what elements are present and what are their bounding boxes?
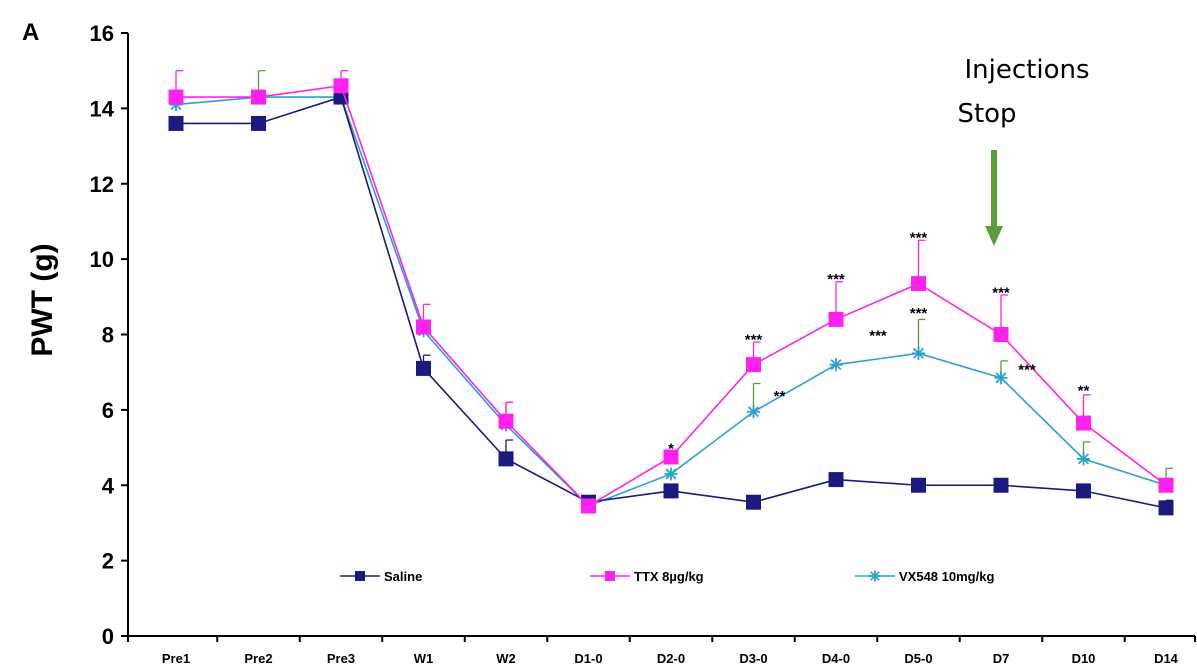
series-saline <box>168 89 1174 516</box>
marker-stroke <box>1077 453 1090 465</box>
panel-label: A <box>22 19 39 46</box>
marker-stroke <box>995 372 1007 384</box>
data-point <box>746 494 761 510</box>
marker-stroke <box>870 571 880 581</box>
significance-marker: *** <box>745 331 763 348</box>
data-point <box>1076 415 1091 431</box>
marker-stroke <box>665 468 677 480</box>
significance-layer: ************************** <box>668 230 1089 458</box>
data-point <box>333 78 349 94</box>
y-axis-title: PWT (g) <box>26 243 59 356</box>
data-point <box>747 405 760 419</box>
legend: Saline TTX 8µg/kg VX548 10mg/kg <box>340 569 994 584</box>
data-point <box>993 327 1009 342</box>
data-point <box>1158 477 1174 493</box>
data-point <box>746 357 761 373</box>
data-point <box>168 115 184 131</box>
data-point <box>1158 500 1174 516</box>
data-point <box>581 498 596 514</box>
significance-marker: *** <box>1018 362 1036 379</box>
legend-item: VX548 10mg/kg <box>855 569 994 584</box>
y-tick-label: 10 <box>90 247 114 272</box>
significance-marker: *** <box>910 230 928 247</box>
y-tick-label: 16 <box>90 21 114 46</box>
annotation-line-2: Stop <box>957 99 1016 129</box>
data-point <box>911 477 926 493</box>
data-point <box>416 360 431 376</box>
data-point <box>1077 452 1090 466</box>
marker-stroke <box>747 406 760 418</box>
x-tick-label: D2-0 <box>657 651 685 666</box>
data-point <box>416 319 431 335</box>
x-tick-label: D7 <box>993 651 1010 666</box>
data-point <box>912 346 925 360</box>
x-tick-label: D14 <box>1154 651 1179 666</box>
significance-marker: *** <box>869 328 887 345</box>
series-ttx <box>168 70 1174 514</box>
data-point <box>911 276 926 292</box>
y-tick-label: 4 <box>102 473 115 498</box>
data-point <box>605 571 615 581</box>
legend-label: Saline <box>384 569 422 584</box>
data-point <box>993 477 1009 493</box>
legend-label: TTX 8µg/kg <box>634 569 704 584</box>
axes: 0 2 4 6 8 10 12 14 16 Pre1 Pre2 Pre3 W1 W2 D1-0 D2-0 D3-… <box>90 21 1196 666</box>
data-point <box>828 311 844 327</box>
x-tick-label: D4-0 <box>822 651 850 666</box>
legend-item: Saline <box>340 569 422 584</box>
data-point <box>829 358 843 372</box>
arrow-head <box>985 226 1003 246</box>
data-point <box>663 449 679 465</box>
data-point <box>663 483 679 499</box>
y-tick-label: 14 <box>90 96 115 121</box>
x-tick-label: D3-0 <box>739 651 767 666</box>
significance-marker: ** <box>1078 382 1090 399</box>
significance-marker: *** <box>910 305 928 322</box>
x-tick-label: Pre2 <box>244 651 272 666</box>
data-point <box>355 571 365 581</box>
data-point <box>664 467 678 481</box>
injections-stop-annotation: Injections Stop <box>957 55 1090 246</box>
x-tick-label: W2 <box>496 651 516 666</box>
y-tick-label: 12 <box>90 172 114 197</box>
data-point <box>168 89 184 105</box>
annotation-line-1: Injections <box>964 55 1089 85</box>
x-tick-label: Pre1 <box>162 651 190 666</box>
data-point <box>498 413 514 429</box>
data-point <box>251 115 266 131</box>
data-point <box>1076 483 1091 499</box>
significance-marker: *** <box>992 284 1010 301</box>
legend-label: VX548 10mg/kg <box>899 569 994 584</box>
x-tick-label: D1-0 <box>574 651 602 666</box>
data-point <box>994 371 1008 385</box>
data-point <box>251 89 266 105</box>
significance-marker: *** <box>827 271 845 288</box>
significance-marker: * <box>668 441 674 458</box>
x-tick-label: Pre3 <box>327 651 355 666</box>
data-point <box>498 451 514 467</box>
data-point <box>828 472 844 488</box>
series-layer <box>168 70 1174 516</box>
y-tick-label: 6 <box>102 398 114 423</box>
marker-stroke <box>830 359 842 371</box>
y-tick-label: 0 <box>102 624 114 649</box>
x-tick-label: D5-0 <box>904 651 932 666</box>
data-point <box>333 89 349 105</box>
significance-marker: ** <box>774 388 786 405</box>
y-tick-label: 8 <box>102 323 114 348</box>
x-tick-label: W1 <box>414 651 434 666</box>
legend-item: TTX 8µg/kg <box>590 569 704 584</box>
x-tick-label: D10 <box>1072 651 1096 666</box>
data-point <box>869 570 881 582</box>
marker-stroke <box>912 347 925 359</box>
y-tick-label: 2 <box>102 549 114 574</box>
